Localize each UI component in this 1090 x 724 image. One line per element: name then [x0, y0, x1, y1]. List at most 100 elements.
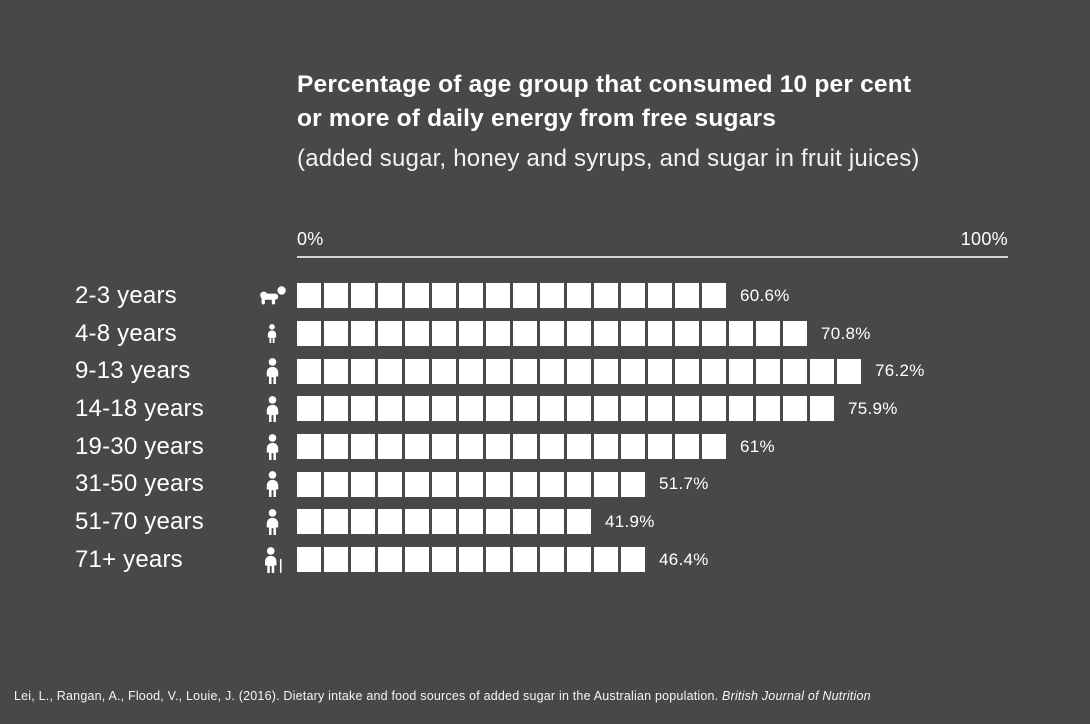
pictogram-square [459, 434, 483, 460]
pictogram-square [405, 283, 429, 309]
age-group-label: 71+ years [75, 545, 183, 573]
pictogram-square [432, 283, 456, 309]
pictogram-square [297, 547, 321, 573]
pictogram-square [297, 434, 321, 460]
pictogram-square [756, 396, 780, 422]
pictogram-square [405, 321, 429, 347]
chart-title: Percentage of age group that consumed 10… [297, 68, 920, 174]
value-label: 70.8% [821, 323, 871, 343]
age-row: 14-18 years 75.9% [75, 390, 925, 428]
pictogram-square [540, 283, 564, 309]
pictogram-square [405, 358, 429, 384]
pictogram-square [540, 396, 564, 422]
pictogram-square [783, 358, 807, 384]
pictogram-square [378, 321, 402, 347]
pictogram-square [459, 396, 483, 422]
pictogram-square [567, 509, 591, 535]
age-row: 71+ years 46.4% [75, 541, 925, 579]
pictogram-square [513, 283, 537, 309]
age-group-label: 9-13 years [75, 357, 191, 385]
pictogram-bar [297, 434, 726, 460]
pictogram-square [297, 396, 321, 422]
chart-title-line-1: Percentage of age group that consumed 10… [297, 71, 912, 98]
pictogram-square [432, 547, 456, 573]
pictogram-square [702, 434, 726, 460]
pictogram-square [324, 471, 348, 497]
pictogram-square [351, 434, 375, 460]
value-label: 75.9% [848, 398, 898, 418]
pictogram-square [297, 358, 321, 384]
pictogram-square [567, 283, 591, 309]
pictogram-square [432, 358, 456, 384]
pictogram-square [540, 547, 564, 573]
pictogram-square [432, 509, 456, 535]
chart-subtitle: (added sugar, honey and syrups, and suga… [297, 145, 920, 172]
pictogram-square [351, 509, 375, 535]
pictogram-square [783, 321, 807, 347]
child-icon [247, 324, 297, 344]
pictogram-square [810, 358, 834, 384]
pictogram-square [621, 321, 645, 347]
pictogram-square [702, 358, 726, 384]
person-icon [247, 509, 297, 535]
age-group-label: 14-18 years [75, 394, 204, 422]
person-icon [247, 433, 297, 460]
pictogram-square [648, 396, 672, 422]
pictogram-square [351, 396, 375, 422]
pictogram-square [297, 283, 321, 309]
pictogram-square [621, 471, 645, 497]
pictogram-square [324, 358, 348, 384]
pictogram-square [405, 396, 429, 422]
pictogram-square [459, 471, 483, 497]
pictogram-square [675, 396, 699, 422]
pictogram-square [297, 321, 321, 347]
pictogram-square [432, 471, 456, 497]
pictogram-square [675, 434, 699, 460]
pictogram-square [351, 358, 375, 384]
pictogram-rows: 2-3 years 60.6% 4-8 years 70.8% 9-13 years 76… [75, 277, 925, 579]
pictogram-square [513, 396, 537, 422]
pictogram-square [567, 321, 591, 347]
pictogram-square [486, 509, 510, 535]
citation-journal: British Journal of Nutrition [722, 689, 871, 703]
pictogram-square [459, 547, 483, 573]
pictogram-square [702, 396, 726, 422]
pictogram-square [378, 547, 402, 573]
pictogram-square [459, 321, 483, 347]
pictogram-square [378, 471, 402, 497]
pictogram-square [810, 396, 834, 422]
value-label: 46.4% [659, 549, 709, 569]
pictogram-square [648, 321, 672, 347]
pictogram-square [729, 396, 753, 422]
pictogram-square [378, 509, 402, 535]
citation-text: Lei, L., Rangan, A., Flood, V., Louie, J… [14, 689, 719, 703]
pictogram-square [729, 358, 753, 384]
person-with-cane-icon [247, 546, 297, 573]
pictogram-square [486, 547, 510, 573]
citation: Lei, L., Rangan, A., Flood, V., Louie, J… [14, 689, 871, 703]
pictogram-square [405, 471, 429, 497]
pictogram-square [567, 547, 591, 573]
age-group-label: 51-70 years [75, 507, 204, 535]
pictogram-square [432, 321, 456, 347]
person-icon [247, 471, 297, 498]
age-group-label: 2-3 years [75, 281, 177, 309]
pictogram-square [486, 471, 510, 497]
pictogram-square [513, 509, 537, 535]
pictogram-square [594, 434, 618, 460]
pictogram-square [486, 321, 510, 347]
pictogram-bar [297, 509, 591, 535]
pictogram-square [513, 321, 537, 347]
pictogram-bar [297, 283, 726, 309]
pictogram-square [324, 547, 348, 573]
pictogram-square [540, 471, 564, 497]
pictogram-square [756, 321, 780, 347]
pictogram-square [378, 434, 402, 460]
pictogram-square [540, 434, 564, 460]
pictogram-square [324, 434, 348, 460]
pictogram-square [297, 471, 321, 497]
pictogram-square [648, 283, 672, 309]
pictogram-square [675, 283, 699, 309]
age-row: 19-30 years 61% [75, 428, 925, 466]
pictogram-square [621, 547, 645, 573]
